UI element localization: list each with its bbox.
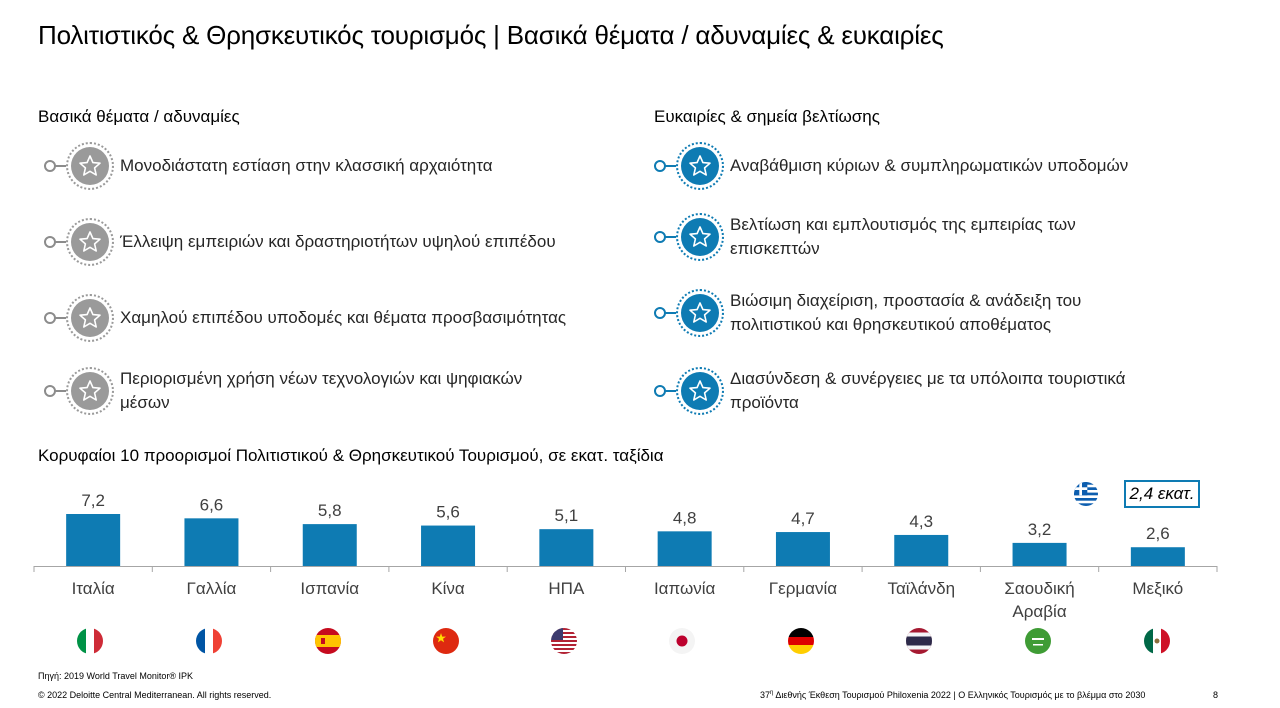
- weakness-item: Έλλειψη εμπειριών και δραστηριοτήτων υψη…: [42, 218, 620, 266]
- category-label: Κίνα: [431, 579, 465, 598]
- opportunity-text: Διασύνδεση & συνέργειες με τα υπόλοιπα τ…: [730, 369, 1126, 412]
- bar-chart: 7,2 Ιταλία 6,6 Γαλλία 5,8 Ισπανία 5,6 Κίνα 5,1 ΗΠ…: [33, 491, 1218, 621]
- star-icon: [66, 294, 114, 342]
- greece-callout: 2,4 εκατ.: [1124, 480, 1200, 508]
- bar-value-label: 5,8: [318, 501, 342, 520]
- connector-icon: [42, 156, 66, 176]
- connector-icon: [652, 303, 676, 323]
- japan-flag-icon: [669, 628, 695, 654]
- greece-flag-icon: [1074, 482, 1098, 506]
- bar: [539, 529, 594, 566]
- star-icon: [66, 367, 114, 415]
- star-icon: [676, 289, 724, 337]
- bar: [421, 525, 476, 566]
- bar-value-label: 4,7: [791, 509, 815, 528]
- france-flag-icon: [196, 628, 222, 654]
- bar-value-label: 5,6: [436, 503, 460, 522]
- connector-icon: [42, 232, 66, 252]
- opportunity-text: Βιώσιμη διαχείριση, προστασία & ανάδειξη…: [730, 291, 1082, 334]
- bar: [1130, 547, 1185, 566]
- bar-value-label: 7,2: [81, 491, 105, 510]
- star-icon: [676, 142, 724, 190]
- bar-value-label: 3,2: [1028, 520, 1052, 539]
- opportunities-heading: Ευκαιρίες & σημεία βελτίωσης: [654, 107, 880, 126]
- connector-icon: [652, 227, 676, 247]
- opportunity-text: Αναβάθμιση κύριων & συμπληρωματικών υποδ…: [730, 156, 1129, 175]
- source-note: Πηγή: 2019 World Travel Monitor® IPK: [38, 671, 194, 681]
- china-flag-icon: [433, 628, 459, 654]
- bar: [1012, 542, 1067, 566]
- usa-flag-icon: [551, 628, 577, 654]
- mexico-flag-icon: [1144, 628, 1170, 654]
- category-label: Γαλλία: [187, 579, 237, 598]
- weaknesses-heading: Βασικά θέματα / αδυναμίες: [38, 107, 240, 126]
- weakness-item: Περιορισμένη χρήση νέων τεχνολογιών και …: [42, 367, 570, 415]
- bar-value-label: 4,8: [673, 508, 697, 527]
- bar: [66, 514, 121, 566]
- category-label: Σαουδική: [1004, 579, 1074, 598]
- bar: [302, 524, 357, 566]
- connector-icon: [42, 308, 66, 328]
- bar: [657, 531, 712, 566]
- bar-value-label: 6,6: [200, 495, 224, 514]
- weakness-text: Μονοδιάστατη εστίαση στην κλασσική αρχαι…: [120, 156, 493, 175]
- category-label: Αραβία: [1012, 602, 1066, 621]
- weakness-text: Περιορισμένη χρήση νέων τεχνολογιών και …: [120, 369, 523, 412]
- thailand-flag-icon: [906, 628, 932, 654]
- category-label: Ταϊλάνδη: [887, 579, 955, 598]
- page-number: 8: [1213, 690, 1219, 700]
- category-label: Ιταλία: [72, 579, 115, 598]
- bar: [775, 532, 830, 566]
- italy-flag-icon: [77, 628, 103, 654]
- star-icon: [66, 218, 114, 266]
- opportunity-item: Βιώσιμη διαχείριση, προστασία & ανάδειξη…: [652, 289, 1130, 337]
- bar-value-label: 2,6: [1146, 524, 1170, 543]
- saudi-arabia-flag-icon: [1025, 628, 1051, 654]
- weakness-text: Έλλειψη εμπειριών και δραστηριοτήτων υψη…: [120, 232, 556, 251]
- connector-icon: [42, 381, 66, 401]
- opportunity-item: Βελτίωση και εμπλουτισμός της εμπειρίας …: [652, 213, 1130, 261]
- bar-value-label: 4,3: [909, 512, 933, 531]
- star-icon: [676, 213, 724, 261]
- category-label: ΗΠΑ: [548, 579, 585, 598]
- category-label: Ιαπωνία: [654, 579, 716, 598]
- event-footer: 37η Διεθνής Έκθεση Τουρισμού Philoxenia …: [760, 690, 1146, 700]
- bar: [184, 518, 239, 566]
- category-label: Ισπανία: [300, 579, 359, 598]
- bar-value-label: 5,1: [555, 506, 579, 525]
- copyright: © 2022 Deloitte Central Mediterranean. A…: [38, 690, 272, 700]
- opportunity-item: Διασύνδεση & συνέργειες με τα υπόλοιπα τ…: [652, 367, 1190, 415]
- spain-flag-icon: [315, 628, 341, 654]
- page-title: Πολιτιστικός & Θρησκευτικός τουρισμός | …: [38, 20, 944, 50]
- weakness-text: Χαμηλού επιπέδου υποδομές και θέματα προ…: [120, 308, 567, 327]
- category-label: Μεξικό: [1132, 579, 1183, 598]
- opportunity-text: Βελτίωση και εμπλουτισμός της εμπειρίας …: [730, 215, 1076, 258]
- bar: [894, 534, 949, 566]
- opportunity-item: Αναβάθμιση κύριων & συμπληρωματικών υποδ…: [652, 142, 1200, 190]
- star-icon: [676, 367, 724, 415]
- weakness-item: Μονοδιάστατη εστίαση στην κλασσική αρχαι…: [42, 142, 600, 190]
- chart-title: Κορυφαίοι 10 προορισμοί Πολιτιστικού & Θ…: [38, 446, 664, 465]
- germany-flag-icon: [788, 628, 814, 654]
- star-icon: [66, 142, 114, 190]
- weakness-item: Χαμηλού επιπέδου υποδομές και θέματα προ…: [42, 294, 620, 342]
- category-label: Γερμανία: [769, 579, 838, 598]
- connector-icon: [652, 381, 676, 401]
- connector-icon: [652, 156, 676, 176]
